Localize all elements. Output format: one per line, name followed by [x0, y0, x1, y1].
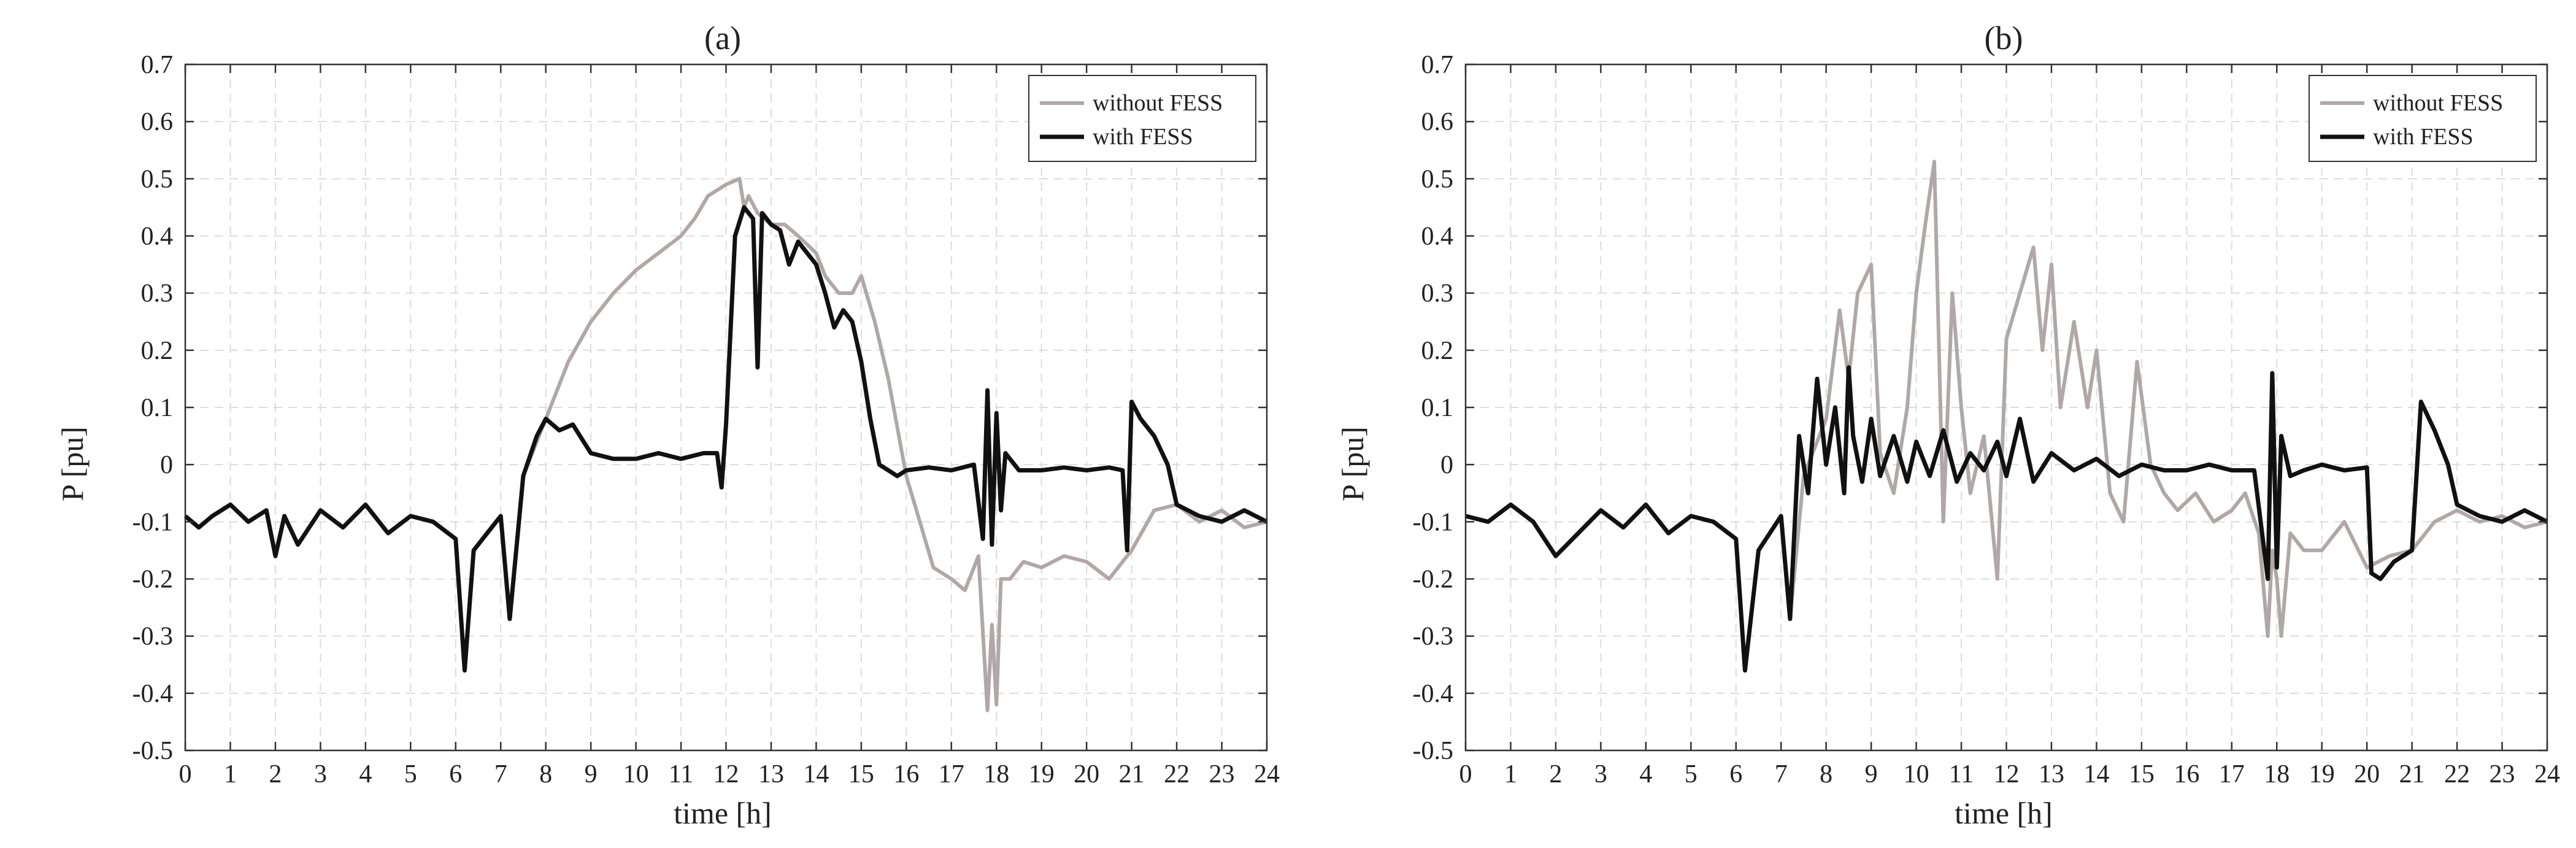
- grid: [185, 64, 1267, 750]
- x-tick-label: 11: [1949, 760, 1974, 788]
- x-tick-label: 19: [1029, 760, 1055, 788]
- x-tick-label: 5: [1685, 760, 1697, 788]
- series-line-with-fess: [183, 205, 1268, 673]
- y-axis-label: P [pu]: [55, 426, 90, 501]
- x-tick-label: 4: [1639, 760, 1652, 788]
- y-tick-label: 0.2: [1421, 337, 1454, 365]
- legend-box: [2309, 75, 2537, 162]
- x-tick-label: 0: [179, 760, 192, 788]
- y-tick-label: 0.5: [1421, 165, 1454, 193]
- x-tick-label: 16: [893, 760, 919, 788]
- y-tick-label: 0.4: [141, 223, 174, 251]
- x-tick-label: 19: [2309, 760, 2335, 788]
- x-tick-label: 0: [1459, 760, 1472, 788]
- y-tick-label: 0.6: [141, 108, 174, 136]
- x-tick-label: 9: [1865, 760, 1878, 788]
- series-line-with-fess: [1465, 365, 2548, 673]
- x-tick-label: 18: [2264, 760, 2290, 788]
- x-tick-label: 8: [1820, 760, 1832, 788]
- y-tick-label: -0.4: [133, 680, 174, 708]
- x-tick-label: 21: [1119, 760, 1145, 788]
- legend-label: without FESS: [2373, 90, 2503, 116]
- legend-box: [1028, 75, 1256, 162]
- x-tick-label: 3: [1594, 760, 1607, 788]
- y-tick-label: 0.1: [1421, 394, 1454, 422]
- y-tick-label: 0.4: [1421, 223, 1454, 251]
- x-tick-label: 1: [1504, 760, 1517, 788]
- x-axis-label: time [h]: [674, 796, 772, 830]
- x-tick-label: 13: [2039, 760, 2064, 788]
- y-tick-label: 0.1: [141, 394, 174, 422]
- y-tick-label: 0.3: [141, 280, 174, 308]
- x-tick-label: 7: [1775, 760, 1788, 788]
- x-tick-label: 20: [2354, 760, 2380, 788]
- y-tick-label: -0.3: [1413, 623, 1454, 651]
- x-tick-label: 20: [1074, 760, 1099, 788]
- x-tick-label: 1: [224, 760, 237, 788]
- y-tick-label: 0.6: [1421, 108, 1454, 136]
- legend-label: without FESS: [1093, 90, 1223, 116]
- x-tick-label: 12: [1994, 760, 2020, 788]
- y-tick-label: 0.3: [1421, 280, 1454, 308]
- x-tick-label: 24: [2534, 760, 2560, 788]
- legend-label: with FESS: [1093, 124, 1193, 150]
- x-tick-label: 8: [539, 760, 552, 788]
- x-tick-label: 16: [2174, 760, 2199, 788]
- x-tick-label: 22: [2444, 760, 2470, 788]
- x-tick-label: 7: [494, 760, 507, 788]
- x-tick-label: 10: [623, 760, 649, 788]
- legend-label: with FESS: [2373, 124, 2474, 150]
- x-tick-label: 15: [848, 760, 874, 788]
- x-tick-label: 24: [1254, 760, 1280, 788]
- y-tick-label: 0.7: [1421, 51, 1454, 79]
- x-axis-label: time [h]: [1955, 796, 2053, 830]
- chart-panel-b: (b) time [h] P [pu] 0 1 2 3 4 5 6 7 8 9 10 11 12 13 14…: [1336, 20, 2560, 830]
- x-tick-label: 10: [1904, 760, 1929, 788]
- y-tick-label: 0: [1440, 451, 1453, 479]
- x-tick-label: 9: [585, 760, 598, 788]
- x-tick-label: 17: [939, 760, 964, 788]
- x-tick-label: 6: [449, 760, 462, 788]
- x-tick-label: 5: [404, 760, 417, 788]
- y-tick-label: -0.4: [1413, 680, 1454, 708]
- x-tick-label: 17: [2219, 760, 2245, 788]
- x-tick-label: 14: [803, 760, 829, 788]
- y-axis-label: P [pu]: [1336, 426, 1370, 501]
- x-tick-label: 2: [269, 760, 282, 788]
- x-tick-label: 18: [983, 760, 1009, 788]
- x-tick-label: 6: [1729, 760, 1742, 788]
- x-tick-label: 23: [1209, 760, 1235, 788]
- y-tick-label: 0.5: [141, 165, 174, 193]
- y-tick-label: -0.2: [1413, 566, 1454, 594]
- y-tick-label: -0.5: [1413, 737, 1454, 765]
- x-tick-label: 4: [359, 760, 372, 788]
- chart-title: (a): [704, 20, 741, 56]
- x-tick-label: 23: [2489, 760, 2515, 788]
- x-tick-label: 21: [2399, 760, 2425, 788]
- y-tick-label: -0.5: [133, 737, 174, 765]
- x-tick-label: 14: [2083, 760, 2109, 788]
- x-tick-label: 3: [314, 760, 327, 788]
- x-tick-label: 22: [1164, 760, 1190, 788]
- x-tick-label: 13: [758, 760, 784, 788]
- x-tick-label: 12: [713, 760, 739, 788]
- grid: [1466, 64, 2547, 750]
- chart-panel-a: (a) time [h] P [pu] 0 1 2 3 4 5 6 7 8 9 10 11 12 13 14…: [55, 20, 1280, 830]
- y-tick-label: -0.2: [133, 566, 174, 594]
- y-tick-label: 0.7: [141, 51, 174, 79]
- x-tick-label: 2: [1549, 760, 1562, 788]
- y-tick-label: 0: [160, 451, 173, 479]
- y-tick-label: -0.1: [1413, 508, 1454, 536]
- y-tick-label: 0.2: [141, 337, 174, 365]
- y-tick-label: -0.1: [133, 508, 174, 536]
- legend: without FESS with FESS: [1028, 75, 1256, 162]
- x-tick-label: 15: [2129, 760, 2155, 788]
- series-line-without-fess: [1465, 160, 2548, 673]
- x-tick-label: 11: [669, 760, 693, 788]
- chart-title: (b): [1985, 20, 2023, 56]
- legend: without FESS with FESS: [2309, 75, 2537, 162]
- y-tick-label: -0.3: [133, 623, 174, 651]
